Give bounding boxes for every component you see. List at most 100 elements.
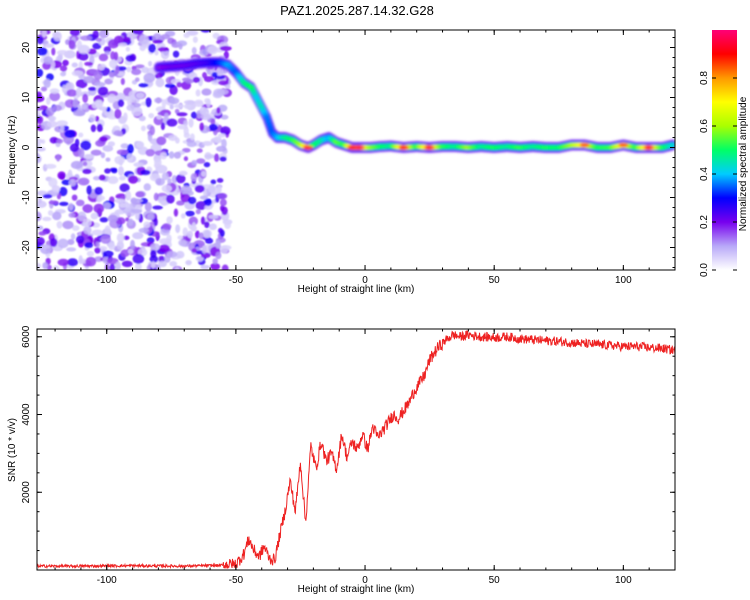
heatmap-noise-cell — [119, 183, 130, 192]
heatmap-noise-cell — [102, 250, 114, 258]
heatmap-noise-cell — [213, 136, 222, 143]
heatmap-noise-cell — [57, 171, 66, 180]
heatmap-noise-cell — [156, 136, 167, 146]
heatmap-ridge-peak — [579, 143, 590, 147]
heatmap-noise-cell — [117, 42, 128, 47]
heatmap-ridge-body — [669, 142, 675, 148]
snr-x-label: Height of straight line (km) — [298, 584, 415, 595]
heatmap-noise-cell — [51, 185, 61, 193]
heatmap-noise-cell — [173, 208, 179, 217]
heatmap-noise-cell — [100, 152, 106, 159]
heatmap-noise-cell — [168, 151, 175, 159]
heatmap-noise-cell — [114, 261, 121, 270]
heatmap-noise-cell — [59, 124, 65, 133]
heatmap-noise-cell — [49, 91, 61, 102]
heatmap-noise-cell — [160, 122, 166, 131]
heatmap-noise-cell — [203, 76, 214, 83]
heatmap-ridge-peak — [424, 145, 435, 150]
heatmap-noise-cell — [105, 157, 111, 162]
heatmap-noise-cell — [131, 68, 142, 76]
heatmap-noise-cell — [194, 184, 205, 193]
heatmap-noise-cell — [95, 37, 102, 42]
heatmap-noise-cell — [177, 124, 188, 130]
heatmap-noise-cell — [125, 54, 136, 62]
heatmap-noise-cell — [166, 234, 172, 243]
heatmap-noise-cell — [155, 77, 165, 88]
heatmap-noise-cell — [188, 118, 194, 128]
heatmap-noise-cell — [152, 205, 164, 210]
heatmap-noise-cell — [153, 192, 159, 201]
heatmap-noise-cell — [117, 166, 125, 176]
heatmap-noise-cell — [68, 202, 74, 211]
heatmap-noise-cell — [160, 34, 170, 40]
colorbar-tick-label: 0.6 — [699, 119, 710, 133]
heatmap-noise-cell — [82, 218, 92, 228]
heatmap-noise-cell — [186, 230, 194, 239]
heatmap-noise-cell — [127, 143, 134, 154]
heatmap-noise-cell — [37, 138, 43, 144]
heatmap-noise-cell — [93, 175, 101, 181]
heatmap-noise-cell — [214, 153, 220, 162]
heatmap-noise-cell — [90, 124, 97, 133]
snr-series-line — [37, 330, 675, 570]
heatmap-noise-cell — [156, 115, 163, 120]
heatmap-noise-cell — [216, 107, 221, 114]
heatmap-noise-cell — [98, 174, 106, 181]
heatmap-noise-cell — [196, 148, 203, 153]
colorbar-gradient — [712, 30, 737, 270]
snr-frame — [36, 328, 676, 571]
heatmap-noise-cell — [97, 86, 109, 96]
heatmap-noise-cell — [204, 98, 210, 104]
heatmap-noise-cell — [219, 198, 227, 207]
heatmap-noise-cell — [160, 200, 167, 206]
heatmap-noise-cell — [37, 47, 48, 56]
heatmap-noise-cell — [71, 225, 80, 232]
heatmap-noise-cell — [164, 83, 176, 88]
heatmap-noise-cell — [132, 232, 144, 240]
heatmap-noise-cell — [94, 115, 100, 122]
heatmap-noise-cell — [190, 111, 197, 119]
heatmap-noise-cell — [116, 149, 129, 156]
heatmap-noise-cell — [195, 209, 201, 215]
heatmap-noise-cell — [184, 79, 194, 84]
heatmap-noise-cell — [97, 64, 105, 71]
heatmap-noise-cell — [90, 212, 99, 220]
heatmap-noise-cell — [71, 194, 78, 201]
heatmap-noise-cell — [37, 111, 41, 118]
heatmap-noise-cell — [59, 201, 69, 207]
heatmap-noise-cell — [60, 71, 67, 77]
heatmap-noise-cell — [180, 193, 191, 203]
heatmap-noise-cell — [183, 32, 190, 39]
colorbar-tick-label: 0.0 — [699, 263, 710, 277]
snr-x-tick-label: 0 — [362, 575, 368, 586]
heatmap-noise-layer — [37, 30, 233, 270]
heatmap-noise-cell — [180, 213, 186, 219]
heatmap-noise-cell — [133, 162, 145, 168]
heatmap-noise-cell — [83, 226, 92, 235]
heatmap-noise-cell — [82, 168, 92, 175]
heatmap-noise-cell — [37, 211, 42, 222]
heatmap-noise-cell — [208, 214, 219, 219]
snr-y-tick-label: 4000 — [21, 403, 32, 426]
heatmap-noise-cell — [158, 260, 167, 268]
heatmap-noise-cell — [56, 120, 68, 127]
heatmap-noise-cell — [151, 261, 156, 269]
heatmap-ridge-peak — [354, 145, 365, 150]
heatmap-noise-cell — [154, 97, 163, 104]
heatmap-noise-cell — [84, 61, 94, 66]
heatmap-noise-cell — [94, 247, 101, 254]
heatmap-noise-cell — [77, 211, 87, 222]
heatmap-noise-cell — [212, 258, 218, 265]
heatmap-noise-cell — [216, 178, 224, 183]
heatmap-noise-cell — [100, 234, 111, 244]
heatmap-noise-cell — [57, 258, 69, 267]
heatmap-noise-cell — [73, 110, 86, 117]
spectrogram-y-tick-label: 10 — [21, 92, 32, 104]
heatmap-noise-cell — [204, 154, 216, 159]
heatmap-noise-cell — [223, 51, 229, 60]
heatmap-ridge-peak — [303, 145, 314, 150]
heatmap-ridge-layer — [153, 57, 675, 153]
heatmap-noise-cell — [211, 71, 218, 78]
heatmap-noise-cell — [180, 185, 193, 195]
